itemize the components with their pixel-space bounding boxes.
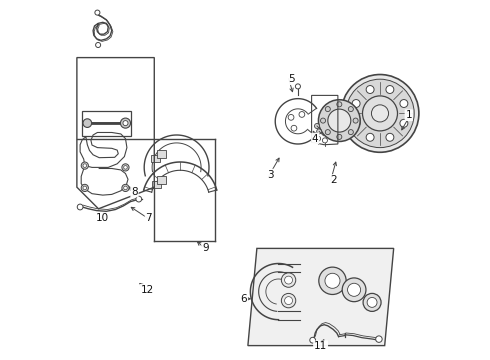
Bar xyxy=(82,111,131,136)
Circle shape xyxy=(136,196,142,202)
Circle shape xyxy=(81,162,88,169)
Circle shape xyxy=(353,118,358,123)
Text: 4: 4 xyxy=(312,134,318,144)
Circle shape xyxy=(320,118,325,123)
Circle shape xyxy=(348,107,353,112)
Circle shape xyxy=(363,293,381,311)
Text: 7: 7 xyxy=(146,213,152,223)
Circle shape xyxy=(376,336,382,342)
Circle shape xyxy=(325,273,340,288)
Circle shape xyxy=(83,164,87,167)
Circle shape xyxy=(121,118,130,128)
Circle shape xyxy=(123,121,128,126)
Circle shape xyxy=(318,100,360,141)
Text: 2: 2 xyxy=(330,175,337,185)
Circle shape xyxy=(337,102,342,107)
Circle shape xyxy=(366,86,374,94)
Circle shape xyxy=(295,84,300,89)
Circle shape xyxy=(337,134,342,139)
Circle shape xyxy=(342,278,366,302)
Circle shape xyxy=(319,267,346,294)
Circle shape xyxy=(367,297,377,307)
Circle shape xyxy=(363,96,397,131)
Circle shape xyxy=(346,79,414,148)
Text: 6: 6 xyxy=(241,294,247,304)
Circle shape xyxy=(291,125,297,131)
Circle shape xyxy=(285,297,293,305)
Text: 11: 11 xyxy=(314,341,327,351)
Polygon shape xyxy=(248,248,393,346)
Circle shape xyxy=(81,184,88,192)
Circle shape xyxy=(315,123,319,129)
Circle shape xyxy=(322,138,327,143)
Circle shape xyxy=(352,100,360,108)
Text: 8: 8 xyxy=(131,186,138,197)
Circle shape xyxy=(122,184,129,192)
Circle shape xyxy=(288,114,294,120)
Circle shape xyxy=(347,283,361,296)
Circle shape xyxy=(348,130,353,135)
Circle shape xyxy=(366,133,374,141)
Text: 3: 3 xyxy=(268,170,274,180)
Circle shape xyxy=(83,186,87,190)
Circle shape xyxy=(285,276,293,284)
Circle shape xyxy=(386,133,394,141)
Circle shape xyxy=(386,86,394,94)
Circle shape xyxy=(400,100,408,108)
Circle shape xyxy=(281,293,296,308)
Text: 1: 1 xyxy=(406,110,412,120)
Circle shape xyxy=(299,112,305,117)
Text: 12: 12 xyxy=(141,285,154,295)
Bar xyxy=(157,150,166,158)
Circle shape xyxy=(281,273,296,287)
Circle shape xyxy=(325,107,330,112)
Circle shape xyxy=(123,186,127,190)
Circle shape xyxy=(316,136,320,141)
Text: 9: 9 xyxy=(202,243,209,253)
Circle shape xyxy=(96,42,100,48)
Circle shape xyxy=(400,119,408,127)
Circle shape xyxy=(341,75,419,152)
Circle shape xyxy=(328,109,351,132)
Text: 5: 5 xyxy=(288,74,294,84)
Circle shape xyxy=(122,164,129,171)
Bar xyxy=(152,181,162,188)
Circle shape xyxy=(352,119,360,127)
Circle shape xyxy=(371,105,389,122)
Text: 10: 10 xyxy=(96,213,109,223)
Circle shape xyxy=(325,130,330,135)
Circle shape xyxy=(123,166,127,169)
Circle shape xyxy=(95,10,100,15)
Circle shape xyxy=(310,337,316,343)
Bar xyxy=(157,176,166,184)
Circle shape xyxy=(77,204,83,210)
Circle shape xyxy=(317,129,321,134)
Bar xyxy=(151,155,160,162)
Circle shape xyxy=(83,119,92,127)
